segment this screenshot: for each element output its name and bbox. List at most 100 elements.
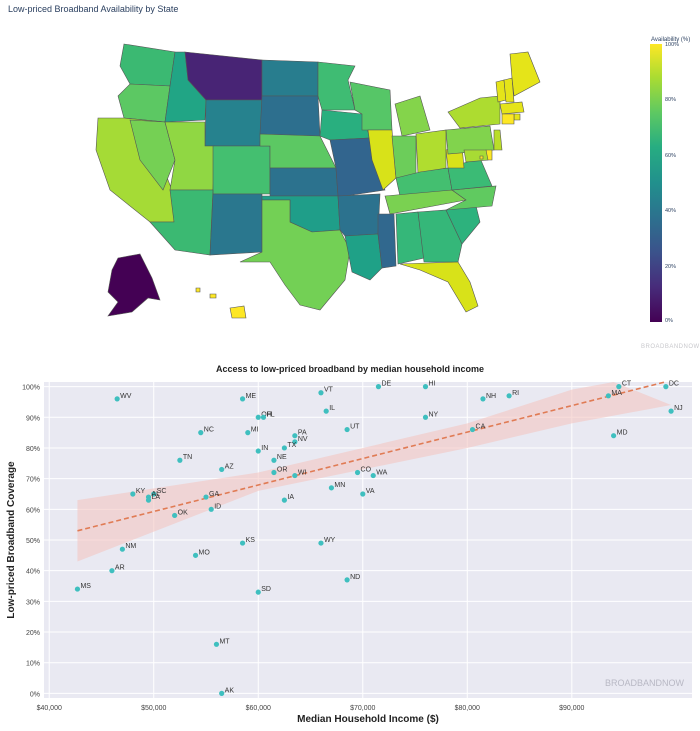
data-point-ut bbox=[344, 426, 350, 433]
point-label-nd: ND bbox=[350, 574, 360, 581]
regression-line bbox=[77, 381, 666, 532]
point-label-mo: MO bbox=[199, 549, 211, 556]
state-hi-3 bbox=[229, 305, 247, 319]
y-tick-label: 40% bbox=[26, 569, 40, 576]
data-point-nv bbox=[292, 439, 298, 445]
colorbar-title: Availability (%) bbox=[651, 37, 691, 43]
point-label-ma: MA bbox=[611, 390, 622, 397]
data-point-ri bbox=[506, 393, 512, 399]
y-tick-label: 70% bbox=[26, 477, 40, 484]
point-label-pa: PA bbox=[298, 430, 307, 437]
state-ct bbox=[501, 113, 515, 125]
map-watermark-logo: BROADBANDNOW bbox=[641, 344, 700, 350]
x-tick-label: $40,000 bbox=[37, 705, 62, 712]
point-label-de: DE bbox=[381, 381, 391, 388]
data-point-md bbox=[611, 433, 617, 439]
data-point-mi bbox=[245, 430, 251, 436]
y-tick-label: 50% bbox=[26, 538, 40, 545]
data-point-nh bbox=[480, 396, 486, 402]
state-hi bbox=[195, 287, 201, 293]
state-wi bbox=[349, 81, 393, 131]
state-az bbox=[149, 189, 214, 256]
data-point-ny bbox=[422, 414, 429, 420]
data-point-ms bbox=[74, 586, 81, 592]
colorbar bbox=[650, 44, 662, 322]
data-point-or bbox=[271, 469, 277, 476]
point-label-tx: TX bbox=[287, 442, 296, 449]
confidence-band-area bbox=[77, 382, 672, 562]
colorbar-tick: 20% bbox=[665, 264, 677, 270]
data-point-tx bbox=[281, 445, 287, 451]
point-label-tn: TN bbox=[183, 454, 192, 461]
state-nc bbox=[445, 185, 497, 211]
data-point-ca bbox=[469, 426, 476, 433]
data-point-mo bbox=[192, 552, 199, 558]
state-ga bbox=[417, 209, 463, 263]
point-label-al: AL bbox=[152, 491, 161, 498]
point-label-ok: OK bbox=[178, 509, 188, 516]
state-nj bbox=[493, 129, 503, 151]
data-point-in bbox=[255, 448, 261, 454]
data-point-ok bbox=[172, 512, 178, 519]
point-label-sd: SD bbox=[261, 586, 271, 593]
data-point-ne bbox=[271, 457, 277, 463]
x-tick-label: $80,000 bbox=[455, 705, 480, 712]
colorbar-tick: 60% bbox=[665, 153, 677, 159]
data-point-fl bbox=[260, 414, 267, 420]
point-label-ia: IA bbox=[287, 494, 294, 501]
state-ma bbox=[499, 101, 525, 115]
data-point-wv bbox=[114, 396, 120, 402]
point-label-mn: MN bbox=[334, 482, 345, 489]
point-label-mi: MI bbox=[251, 427, 259, 434]
data-point-nm bbox=[119, 546, 125, 552]
data-point-va bbox=[360, 491, 366, 497]
state-tx bbox=[239, 199, 351, 311]
data-point-mn bbox=[328, 485, 335, 491]
data-point-pa bbox=[292, 433, 298, 439]
point-label-nh: NH bbox=[486, 393, 496, 400]
y-tick-label: 60% bbox=[26, 507, 40, 514]
point-label-nc: NC bbox=[204, 427, 214, 434]
point-label-dc: DC bbox=[669, 381, 679, 388]
data-point-ma bbox=[605, 393, 611, 399]
y-axis-label: Low-priced Broadband Coverage bbox=[6, 461, 17, 619]
point-label-ks: KS bbox=[246, 537, 256, 544]
data-point-ia bbox=[281, 497, 287, 503]
point-label-sc: SC bbox=[157, 488, 167, 495]
data-point-wi bbox=[292, 472, 298, 479]
us-choropleth-map bbox=[95, 43, 662, 322]
data-point-vt bbox=[318, 390, 324, 396]
point-label-ca: CA bbox=[476, 424, 486, 431]
state-hi-2 bbox=[209, 293, 217, 299]
point-label-md: MD bbox=[617, 430, 628, 437]
data-point-sc bbox=[151, 491, 157, 497]
data-point-wy bbox=[318, 540, 324, 546]
point-label-oh: OH bbox=[261, 411, 272, 418]
data-point-sd bbox=[255, 589, 261, 595]
y-tick-label: 0% bbox=[30, 691, 40, 698]
x-tick-label: $50,000 bbox=[141, 705, 166, 712]
y-tick-label: 100% bbox=[22, 385, 40, 392]
data-point-ak bbox=[219, 690, 225, 696]
point-label-az: AZ bbox=[225, 463, 235, 470]
y-tick-label: 90% bbox=[26, 415, 40, 422]
data-point-nj bbox=[668, 408, 674, 414]
data-point-de bbox=[375, 384, 382, 390]
point-label-wv: WV bbox=[120, 393, 132, 400]
x-tick-label: $90,000 bbox=[559, 705, 584, 712]
colorbar-tick: 40% bbox=[665, 208, 677, 214]
scatter-watermark-logo: BROADBANDNOW bbox=[605, 678, 685, 688]
point-label-id: ID bbox=[214, 503, 221, 510]
x-tick-label: $60,000 bbox=[246, 705, 271, 712]
data-point-ky bbox=[130, 491, 136, 497]
state-ms bbox=[377, 213, 397, 269]
data-point-wa bbox=[370, 472, 376, 479]
state-dc bbox=[479, 155, 484, 160]
point-label-ny: NY bbox=[428, 411, 438, 418]
colorbar-tick: 0% bbox=[665, 318, 673, 324]
x-tick-label: $70,000 bbox=[350, 705, 375, 712]
point-label-il: IL bbox=[329, 405, 335, 412]
state-il bbox=[367, 129, 397, 191]
data-point-nd bbox=[344, 577, 350, 583]
